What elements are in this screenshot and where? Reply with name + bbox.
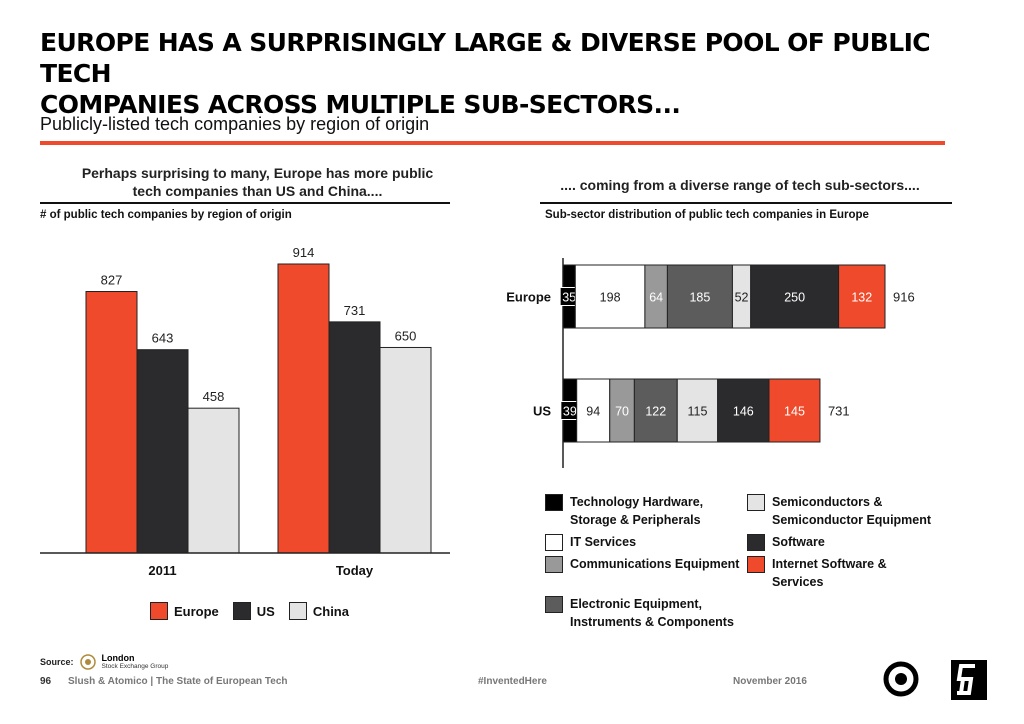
- legend-label-line: Instruments & Components: [570, 615, 734, 629]
- legend-label-line: Technology Hardware,: [570, 495, 704, 509]
- legend-item-internet-software: Internet Software & Services: [747, 555, 887, 591]
- bar-label-us-today: 731: [344, 303, 366, 318]
- legend-swatch-semiconductors: [747, 494, 765, 511]
- left-heading-line-1: Perhaps surprising to many, Europe has m…: [81, 165, 434, 181]
- accent-divider: [40, 141, 945, 145]
- page-title: EUROPE HAS A SURPRISINGLY LARGE & DIVERS…: [40, 27, 970, 120]
- legend-swatch-electronic-equipment: [545, 596, 563, 613]
- left-panel-caption: # of public tech companies by region of …: [40, 209, 292, 221]
- bar-us-today: [328, 321, 381, 554]
- publication-date: November 2016: [733, 676, 807, 687]
- legend-swatch-tech-hardware: [545, 494, 563, 511]
- region-legend: Europe US China: [150, 602, 349, 620]
- legend-text-electronic-equipment: Electronic Equipment, Instruments & Compo…: [570, 595, 734, 631]
- legend-item-comms-equipment: Communications Equipment: [545, 555, 739, 573]
- left-panel-heading: Perhaps surprising to many, Europe has m…: [55, 164, 460, 200]
- legend-text-semiconductors: Semiconductors & Semiconductor Equipment: [772, 493, 931, 529]
- hashtag: #InventedHere: [478, 676, 547, 687]
- bar-china-2011: [187, 407, 240, 554]
- category-label-2011: 2011: [148, 563, 176, 578]
- legend-item-tech-hardware: Technology Hardware, Storage & Peripheral…: [545, 493, 703, 529]
- bar-label-china-2011: 458: [203, 389, 225, 404]
- legend-item-electronic-equipment: Electronic Equipment, Instruments & Compo…: [545, 595, 734, 631]
- legend-label-line: Electronic Equipment,: [570, 597, 702, 611]
- left-panel-rule: [40, 202, 450, 204]
- title-line-2: COMPANIES ACROSS MULTIPLE SUB-SECTORS...: [40, 90, 681, 119]
- legend-label-china: China: [312, 603, 349, 619]
- bar-label-europe-2011: 827: [101, 273, 123, 288]
- bar-china-today: [379, 346, 432, 554]
- atomico-logo-icon: [951, 660, 987, 700]
- legend-label-line: Storage & Peripherals: [570, 513, 701, 527]
- publisher-credit: Slush & Atomico | The State of European …: [68, 676, 288, 687]
- crest-icon: [79, 654, 96, 670]
- source-credit: Source: London Stock Exchange Group: [40, 653, 168, 671]
- legend-swatch-internet-software: [747, 556, 765, 573]
- bar-label-us-2011: 643: [152, 331, 174, 346]
- legend-label-software: Software: [772, 535, 825, 549]
- page-subtitle: Publicly-listed tech companies by region…: [40, 114, 430, 134]
- right-panel-heading: .... coming from a diverse range of tech…: [560, 177, 920, 193]
- legend-swatch-software: [747, 534, 765, 551]
- legend-label-comms-equipment: Communications Equipment: [570, 557, 740, 571]
- slush-logo-icon: [883, 661, 919, 697]
- legend-swatch-it-services: [545, 534, 563, 551]
- source-logo-text: London Stock Exchange Group: [101, 653, 169, 671]
- source-sub: Stock Exchange Group: [101, 663, 169, 670]
- legend-item-semiconductors: Semiconductors & Semiconductor Equipment: [747, 493, 931, 529]
- left-heading-line-2: tech companies than US and China....: [132, 183, 383, 199]
- legend-label-line: Semiconductors &: [772, 495, 883, 509]
- legend-swatch-comms-equipment: [545, 556, 563, 573]
- legend-text-internet-software: Internet Software & Services: [772, 555, 887, 591]
- title-line-1: EUROPE HAS A SURPRISINGLY LARGE & DIVERS…: [40, 28, 931, 88]
- page-number: 96: [40, 676, 52, 687]
- legend-label-line: Internet Software &: [772, 557, 887, 571]
- legend-swatch-europe: [150, 602, 168, 620]
- bar-europe-today: [277, 263, 330, 554]
- bar-us-2011: [136, 349, 189, 554]
- source-name: London: [101, 653, 135, 663]
- legend-swatch-us: [232, 602, 251, 620]
- bar-europe-2011: [85, 291, 138, 554]
- right-panel-caption: Sub-sector distribution of public tech c…: [545, 209, 869, 221]
- legend-label-it-services: IT Services: [570, 535, 637, 549]
- bar-label-china-today: 650: [395, 328, 417, 343]
- legend-swatch-china: [288, 602, 307, 620]
- legend-item-it-services: IT Services: [545, 533, 636, 551]
- legend-item-china: China: [288, 602, 349, 620]
- bar-label-europe-today: 914: [293, 245, 315, 260]
- source-label: Source:: [40, 657, 74, 667]
- category-label-today: Today: [336, 563, 374, 578]
- legend-item-us: US: [232, 602, 275, 620]
- legend-label-line: Semiconductor Equipment: [772, 513, 932, 527]
- legend-label-europe: Europe: [174, 603, 219, 619]
- legend-label-us: US: [256, 603, 275, 619]
- legend-text-tech-hardware: Technology Hardware, Storage & Peripheral…: [570, 493, 703, 529]
- legend-item-europe: Europe: [150, 602, 219, 620]
- legend-label-line: Services: [772, 575, 824, 589]
- right-panel-rule: [540, 202, 952, 204]
- legend-item-software: Software: [747, 533, 825, 551]
